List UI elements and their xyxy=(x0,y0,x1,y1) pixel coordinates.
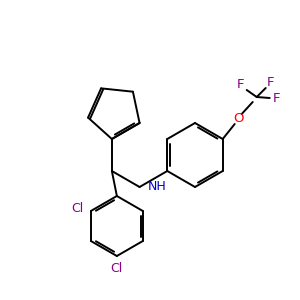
Text: F: F xyxy=(273,92,280,106)
Text: Cl: Cl xyxy=(71,202,83,215)
Text: F: F xyxy=(267,76,274,89)
Text: Cl: Cl xyxy=(111,262,123,275)
Text: O: O xyxy=(233,112,244,125)
Text: F: F xyxy=(237,79,244,92)
Text: NH: NH xyxy=(148,181,167,194)
